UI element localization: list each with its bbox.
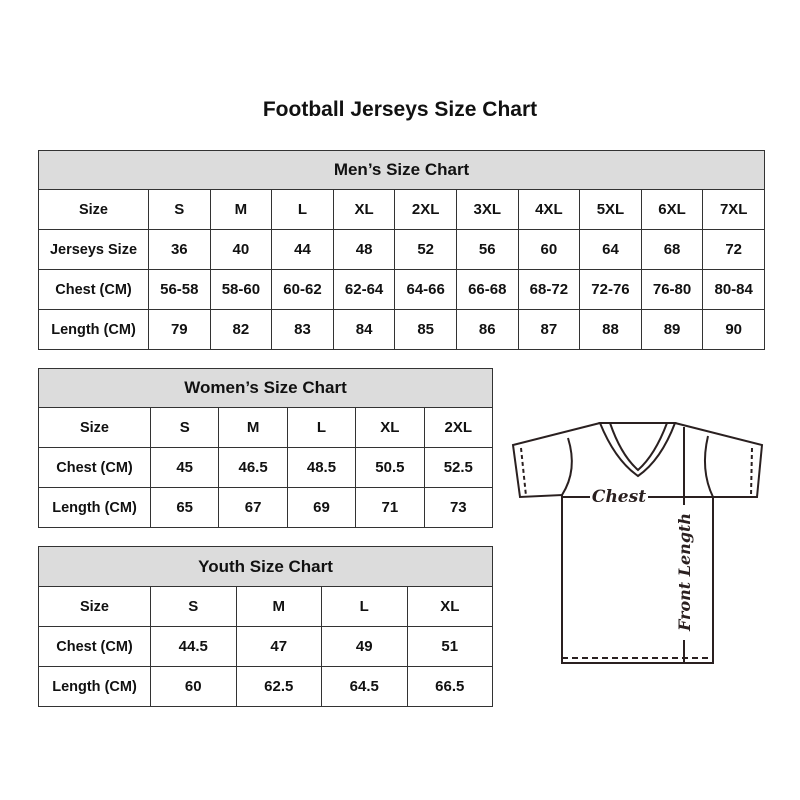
row-label: Chest (CM) bbox=[38, 626, 151, 667]
size-header-cell: 6XL bbox=[640, 189, 704, 230]
table-cell: 44 bbox=[271, 229, 334, 270]
size-header-cell: L bbox=[286, 407, 357, 448]
table-cell: 56-58 bbox=[148, 269, 211, 310]
table-cell: 52 bbox=[394, 229, 457, 270]
mens-size-table: Men’s Size Chart Size S M L XL 2XL 3XL 4XL 5XL 6X… bbox=[37, 150, 766, 350]
chest-label: Chest bbox=[592, 487, 646, 507]
table-cell: 36 bbox=[148, 229, 211, 270]
table-row: Size S M L XL bbox=[38, 586, 494, 627]
table-cell: 60-62 bbox=[271, 269, 334, 310]
table-cell: 73 bbox=[423, 487, 494, 528]
table-cell: 66-68 bbox=[455, 269, 519, 310]
table-cell: 72 bbox=[702, 229, 766, 270]
size-header-cell: XL bbox=[332, 189, 396, 230]
table-cell: 58-60 bbox=[209, 269, 273, 310]
table-cell: 64-66 bbox=[394, 269, 457, 310]
table-cell: 67 bbox=[218, 487, 288, 528]
table-row: Length (CM) 79 82 83 84 85 86 87 88 89 90 bbox=[38, 309, 766, 350]
table-cell: 62.5 bbox=[235, 666, 322, 707]
size-header-cell: 5XL bbox=[579, 189, 642, 230]
table-cell: 85 bbox=[394, 309, 457, 350]
table-cell: 65 bbox=[149, 487, 220, 528]
table-cell: 40 bbox=[209, 229, 273, 270]
table-cell: 88 bbox=[579, 309, 642, 350]
table-cell: 45 bbox=[149, 447, 220, 488]
table-cell: 47 bbox=[235, 626, 322, 667]
row-label: Length (CM) bbox=[38, 666, 151, 707]
table-row: Chest (CM) 56-58 58-60 60-62 62-64 64-66 66-68… bbox=[38, 269, 766, 310]
table-cell: 56 bbox=[455, 229, 519, 270]
table-row: Size S M L XL 2XL bbox=[38, 407, 494, 448]
size-header-cell: 3XL bbox=[455, 189, 519, 230]
row-label: Length (CM) bbox=[38, 309, 149, 350]
size-header-cell: 7XL bbox=[702, 189, 766, 230]
table-row: Length (CM) 65 67 69 71 73 bbox=[38, 487, 494, 528]
size-header-cell: S bbox=[150, 586, 237, 627]
table-cell: 48 bbox=[332, 229, 396, 270]
table-cell: 83 bbox=[271, 309, 334, 350]
row-label: Size bbox=[38, 189, 149, 230]
jersey-measurement-diagram: Chest Front Length bbox=[511, 422, 764, 664]
table-cell: 86 bbox=[455, 309, 519, 350]
table-row: Chest (CM) 45 46.5 48.5 50.5 52.5 bbox=[38, 447, 494, 488]
row-label: Length (CM) bbox=[38, 487, 151, 528]
table-cell: 84 bbox=[332, 309, 396, 350]
table-cell: 48.5 bbox=[286, 447, 357, 488]
table-cell: 80-84 bbox=[702, 269, 766, 310]
size-header-cell: M bbox=[235, 586, 322, 627]
size-header-cell: 4XL bbox=[517, 189, 581, 230]
jersey-collar bbox=[598, 422, 677, 478]
table-cell: 60 bbox=[150, 666, 237, 707]
womens-table-title: Women’s Size Chart bbox=[37, 368, 494, 408]
size-header-cell: 2XL bbox=[423, 407, 494, 448]
table-cell: 79 bbox=[148, 309, 211, 350]
table-cell: 82 bbox=[209, 309, 273, 350]
table-cell: 50.5 bbox=[355, 447, 425, 488]
front-length-label: Front Length bbox=[675, 513, 694, 632]
size-header-cell: S bbox=[148, 189, 211, 230]
size-header-cell: XL bbox=[406, 586, 494, 627]
table-cell: 66.5 bbox=[406, 666, 494, 707]
table-row: Jerseys Size 36 40 44 48 52 56 60 64 68 72 bbox=[38, 229, 766, 270]
row-label: Jerseys Size bbox=[38, 229, 149, 270]
table-cell: 46.5 bbox=[218, 447, 288, 488]
size-header-cell: L bbox=[271, 189, 334, 230]
table-cell: 72-76 bbox=[579, 269, 642, 310]
mens-table-title: Men’s Size Chart bbox=[37, 150, 766, 190]
table-cell: 44.5 bbox=[150, 626, 237, 667]
table-cell: 62-64 bbox=[332, 269, 396, 310]
table-cell: 90 bbox=[702, 309, 766, 350]
womens-size-table: Women’s Size Chart Size S M L XL 2XL Chest (CM… bbox=[37, 368, 494, 528]
page-title: Football Jerseys Size Chart bbox=[262, 98, 538, 121]
table-row: Chest (CM) 44.5 47 49 51 bbox=[38, 626, 494, 667]
table-cell: 69 bbox=[286, 487, 357, 528]
size-header-cell: 2XL bbox=[394, 189, 457, 230]
table-cell: 76-80 bbox=[640, 269, 704, 310]
size-header-cell: S bbox=[149, 407, 220, 448]
row-label: Size bbox=[38, 586, 151, 627]
size-header-cell: M bbox=[218, 407, 288, 448]
row-label: Chest (CM) bbox=[38, 447, 151, 488]
table-cell: 51 bbox=[406, 626, 494, 667]
jersey-outline bbox=[511, 422, 764, 664]
youth-table-title: Youth Size Chart bbox=[37, 546, 494, 587]
table-cell: 64 bbox=[579, 229, 642, 270]
table-cell: 68-72 bbox=[517, 269, 581, 310]
table-cell: 89 bbox=[640, 309, 704, 350]
table-cell: 87 bbox=[517, 309, 581, 350]
table-row: Length (CM) 60 62.5 64.5 66.5 bbox=[38, 666, 494, 707]
size-header-cell: M bbox=[209, 189, 273, 230]
table-row: Size S M L XL 2XL 3XL 4XL 5XL 6XL 7XL bbox=[38, 189, 766, 230]
table-cell: 68 bbox=[640, 229, 704, 270]
table-cell: 60 bbox=[517, 229, 581, 270]
size-header-cell: L bbox=[321, 586, 408, 627]
youth-size-table: Youth Size Chart Size S M L XL Chest (CM) 44.5… bbox=[37, 546, 494, 707]
row-label: Size bbox=[38, 407, 151, 448]
row-label: Chest (CM) bbox=[38, 269, 149, 310]
table-cell: 52.5 bbox=[423, 447, 494, 488]
table-cell: 49 bbox=[321, 626, 408, 667]
table-cell: 64.5 bbox=[321, 666, 408, 707]
size-header-cell: XL bbox=[355, 407, 425, 448]
table-cell: 71 bbox=[355, 487, 425, 528]
